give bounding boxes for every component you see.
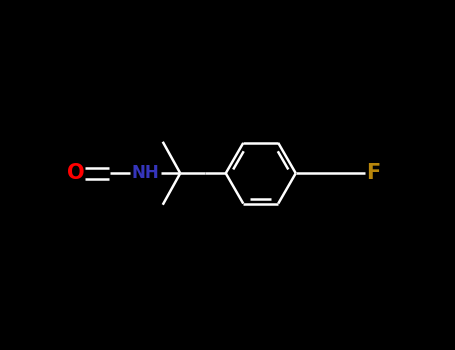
Text: NH: NH — [131, 164, 159, 182]
Text: O: O — [67, 163, 85, 183]
Text: F: F — [366, 163, 380, 183]
